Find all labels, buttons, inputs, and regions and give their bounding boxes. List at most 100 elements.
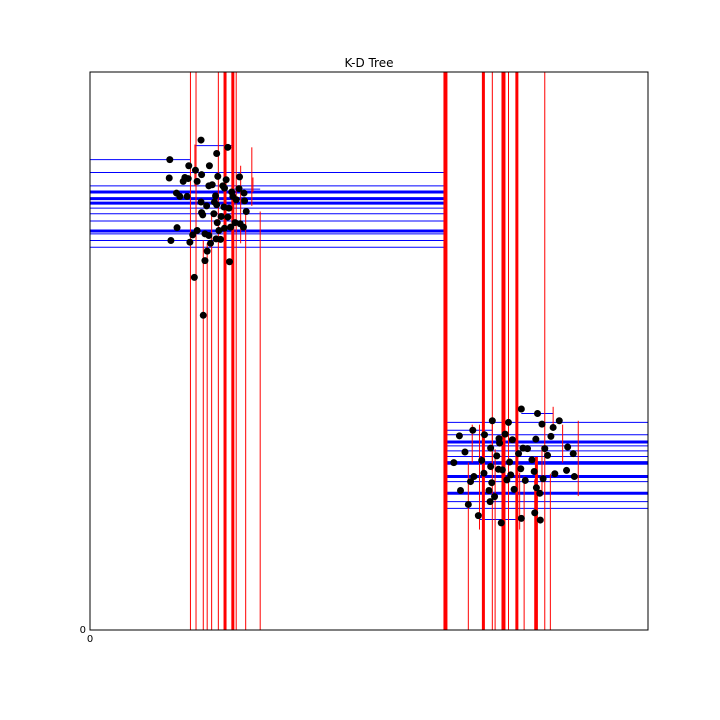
data-point-44	[167, 237, 175, 245]
data-point-98	[521, 476, 529, 484]
data-point-25	[212, 192, 220, 200]
plot-frame	[89, 71, 649, 631]
data-point-59	[239, 223, 247, 231]
data-point-108	[493, 452, 501, 460]
data-point-70	[505, 418, 512, 426]
data-point-42	[186, 238, 194, 246]
data-point-92	[497, 519, 505, 527]
data-point-56	[217, 213, 225, 221]
data-point-36	[215, 226, 223, 234]
data-point-31	[241, 197, 249, 205]
data-point-68	[488, 417, 496, 425]
y-tick-label-0: 0	[80, 625, 86, 636]
data-point-112	[569, 450, 577, 458]
data-point-103	[480, 469, 488, 477]
data-point-121	[485, 487, 493, 494]
data-point-2	[197, 136, 205, 144]
data-point-88	[457, 487, 465, 494]
data-point-4	[224, 143, 232, 151]
data-point-118	[501, 430, 509, 438]
data-point-106	[506, 458, 514, 466]
data-point-117	[508, 436, 516, 444]
data-point-97	[532, 484, 540, 492]
data-point-49	[232, 196, 240, 204]
data-point-53	[190, 273, 198, 281]
data-point-26	[213, 201, 221, 209]
data-point-63	[213, 219, 221, 227]
data-point-95	[536, 516, 544, 524]
data-point-85	[487, 463, 495, 471]
data-point-60	[199, 211, 207, 219]
data-point-23	[198, 171, 206, 179]
data-point-94	[531, 509, 539, 517]
data-point-0	[166, 156, 174, 164]
data-point-8	[220, 184, 228, 192]
data-point-10	[240, 189, 248, 197]
data-point-120	[455, 432, 463, 440]
data-point-34	[227, 223, 235, 231]
data-point-19	[172, 189, 180, 197]
data-point-74	[547, 432, 555, 440]
data-point-93	[517, 514, 525, 522]
chart-title: K-D Tree	[345, 56, 394, 70]
data-point-17	[183, 192, 191, 200]
data-point-78	[563, 466, 571, 474]
data-point-41	[189, 231, 197, 239]
data-point-43	[173, 224, 181, 232]
data-point-75	[549, 423, 557, 431]
data-point-82	[517, 465, 525, 473]
data-point-105	[488, 479, 496, 487]
data-point-101	[498, 466, 506, 474]
vertical-split-lines	[189, 72, 579, 630]
data-point-64	[450, 459, 458, 467]
data-point-102	[487, 444, 495, 452]
data-point-14	[203, 202, 211, 210]
data-point-61	[217, 235, 225, 243]
plot-area	[90, 72, 648, 630]
data-point-3	[213, 149, 221, 157]
data-point-46	[205, 182, 213, 190]
data-point-99	[510, 485, 518, 493]
data-point-1	[185, 162, 193, 170]
data-point-107	[515, 450, 523, 458]
data-point-77	[570, 473, 578, 481]
data-point-52	[199, 311, 207, 319]
data-point-21	[181, 173, 189, 181]
data-point-104	[470, 473, 478, 481]
data-point-54	[205, 231, 213, 239]
data-point-87	[467, 478, 475, 486]
x-tick-label-0: 0	[87, 634, 93, 645]
data-point-35	[220, 224, 228, 232]
data-point-30	[235, 185, 243, 193]
data-point-114	[541, 445, 549, 453]
data-point-71	[517, 405, 525, 413]
data-point-86	[478, 456, 486, 464]
data-point-62	[203, 247, 211, 255]
data-point-12	[197, 198, 205, 206]
data-point-47	[214, 172, 222, 180]
data-point-29	[228, 188, 236, 196]
data-point-65	[461, 448, 469, 456]
data-point-81	[530, 468, 538, 476]
data-point-89	[464, 500, 472, 508]
data-point-6	[193, 177, 201, 185]
data-point-66	[469, 426, 477, 434]
data-point-96	[536, 489, 544, 497]
data-point-55	[210, 210, 218, 218]
horizontal-split-lines	[90, 145, 648, 521]
data-point-83	[507, 471, 515, 479]
data-point-72	[538, 420, 546, 428]
data-point-113	[544, 451, 552, 459]
data-point-116	[519, 444, 527, 452]
data-point-91	[491, 493, 499, 501]
data-point-90	[474, 512, 482, 520]
data-point-73	[534, 409, 542, 417]
data-point-50	[226, 258, 233, 266]
data-point-67	[481, 431, 489, 439]
data-point-9	[236, 173, 244, 181]
data-point-100	[503, 476, 511, 484]
data-point-80	[539, 475, 547, 483]
data-point-57	[224, 213, 232, 221]
data-point-76	[555, 417, 563, 425]
